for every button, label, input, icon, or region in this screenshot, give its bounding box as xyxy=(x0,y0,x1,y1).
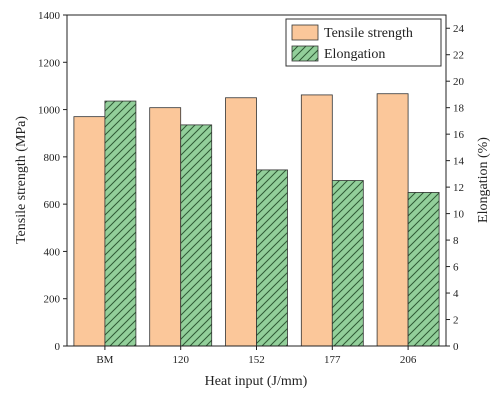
left-tick-label: 0 xyxy=(55,341,61,353)
right-tick-label: 16 xyxy=(453,129,465,141)
left-tick-label: 600 xyxy=(44,199,61,211)
bar-tensile-206 xyxy=(376,93,409,347)
x-tick-label: 152 xyxy=(248,354,265,366)
left-tick-label: 400 xyxy=(44,246,61,258)
right-tick-label: 12 xyxy=(453,182,464,194)
right-tick-label: 2 xyxy=(453,315,459,327)
legend-swatch-elongation xyxy=(291,45,319,62)
bar-tensile-177 xyxy=(300,94,333,347)
legend-swatch-tensile xyxy=(291,24,319,41)
right-tick-label: 14 xyxy=(453,156,465,168)
x-tick-label: 120 xyxy=(172,354,189,366)
left-tick-label: 1000 xyxy=(38,105,61,117)
right-tick-label: 10 xyxy=(453,209,465,221)
right-axis-label: Elongation (%) xyxy=(476,137,491,223)
right-tick-label: 6 xyxy=(453,262,459,274)
legend-label-tensile: Tensile strength xyxy=(324,26,413,41)
left-tick-label: 1200 xyxy=(38,57,61,69)
right-tick-label: 8 xyxy=(453,235,459,247)
left-tick-label: 1400 xyxy=(38,10,61,22)
x-axis: BM 120 152 177 206 xyxy=(96,346,417,366)
legend: Tensile strength Elongation xyxy=(285,18,442,67)
bar-elongation-152 xyxy=(256,169,288,347)
bar-elongation-BM xyxy=(104,100,137,347)
bars-group xyxy=(73,93,440,347)
right-tick-label: 20 xyxy=(453,76,465,88)
x-axis-label: Heat input (J/mm) xyxy=(205,374,308,389)
bar-elongation-120 xyxy=(180,124,213,347)
right-tick-label: 22 xyxy=(453,50,464,62)
x-tick-label: 177 xyxy=(324,354,341,366)
right-tick-label: 18 xyxy=(453,103,465,115)
bar-tensile-152 xyxy=(225,97,257,347)
right-tick-label: 0 xyxy=(453,341,459,353)
bar-elongation-206 xyxy=(407,192,440,347)
bar-tensile-120 xyxy=(149,107,182,347)
x-tick-label: 206 xyxy=(400,354,417,366)
bar-tensile-BM xyxy=(73,116,106,347)
bar-elongation-177 xyxy=(331,180,364,347)
x-tick-label: BM xyxy=(96,354,113,366)
left-axis-label: Tensile strength (MPa) xyxy=(14,116,29,244)
left-axis: 0 200 400 600 800 1000 1200 1400 xyxy=(38,10,67,353)
right-tick-label: 4 xyxy=(453,288,459,300)
left-tick-label: 800 xyxy=(44,152,61,164)
legend-label-elongation: Elongation xyxy=(324,47,385,62)
left-tick-label: 200 xyxy=(44,294,61,306)
right-tick-label: 24 xyxy=(453,23,465,35)
